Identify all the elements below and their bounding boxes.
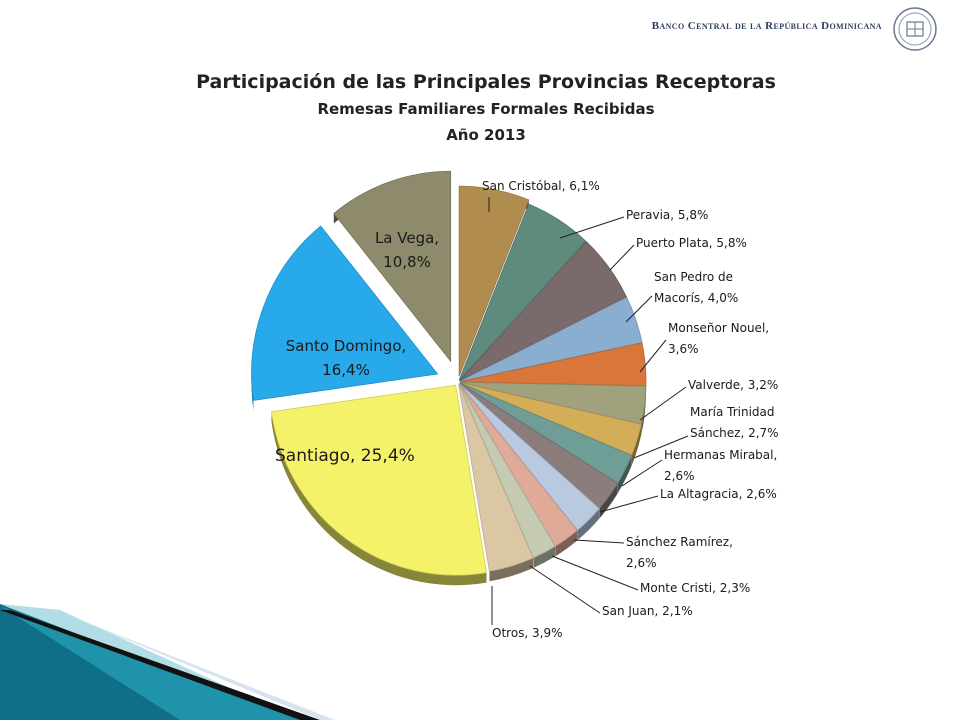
slice-otros <box>458 383 534 572</box>
slice-label-hermanas-mirabal: Hermanas Mirabal, 2,6% <box>664 448 777 483</box>
leader-line <box>639 386 687 421</box>
chart-subtitle: Remesas Familiares Formales Recibidas <box>317 100 655 118</box>
slice-label-peravia: Peravia, 5,8% <box>626 208 708 222</box>
leader-line <box>573 539 625 544</box>
slice-label-santiago: Santiago, 25,4% <box>275 446 415 466</box>
slice-label-otros: Otros, 3,9% <box>492 626 563 640</box>
pie-leader-lines <box>488 197 689 625</box>
leader-line <box>529 565 601 614</box>
leader-line <box>551 555 639 591</box>
leader-line <box>639 339 667 373</box>
slice-la-vega <box>333 170 452 363</box>
slice-label-valverde: Valverde, 3,2% <box>688 378 778 392</box>
slice-label-monse-or-nouel: Monseñor Nouel, 3,6% <box>668 321 769 356</box>
slice-label-la-vega: La Vega, 10,8% <box>375 229 439 271</box>
slice-label-san-pedro-de-macor-s: San Pedro de Macorís, 4,0% <box>654 270 738 305</box>
bank-name-text: Banco Central de la República Dominicana <box>651 20 882 32</box>
slice-puerto-plata <box>459 241 628 382</box>
bank-name: Banco Central de la República Dominicana <box>652 20 882 32</box>
slice-label-s-nchez-ram-rez: Sánchez Ramírez, 2,6% <box>626 535 733 570</box>
slice-monse-or-nouel <box>459 342 647 387</box>
slice-san-crist-bal <box>458 185 530 377</box>
slice-san-pedro-de-macor-s <box>459 296 643 382</box>
leader-line <box>599 495 659 513</box>
slice-santo-domingo <box>251 225 439 401</box>
leader-line <box>625 295 653 323</box>
chart-period: Año 2013 <box>446 126 526 144</box>
slice-label-puerto-plata: Puerto Plata, 5,8% <box>636 236 747 250</box>
bank-seal-icon <box>893 7 937 51</box>
slice-peravia <box>458 203 587 381</box>
slice-label-san-juan: San Juan, 2,1% <box>602 604 693 618</box>
leader-line <box>559 216 625 239</box>
chart-title: Participación de las Principales Provinc… <box>196 71 776 93</box>
slice-label-san-crist-bal: San Cristóbal, 6,1% <box>482 179 600 193</box>
slice-label-santo-domingo: Santo Domingo, 16,4% <box>286 337 407 379</box>
slice-label-la-altagracia: La Altagracia, 2,6% <box>660 487 777 501</box>
chart-titles: Participación de las Principales Provinc… <box>0 68 960 148</box>
slice-label-mar-a-trinidad-s-nchez: María Trinidad Sánchez, 2,7% <box>690 405 779 440</box>
pie-slices <box>251 170 647 576</box>
leader-line <box>609 244 635 271</box>
leader-line <box>621 459 663 487</box>
leader-line <box>633 435 689 459</box>
slice-santiago <box>271 384 487 576</box>
slice-label-monte-cristi: Monte Cristi, 2,3% <box>640 581 750 595</box>
pie-labels: San Cristóbal, 6,1% Peravia, 5,8% Puerto P… <box>275 179 779 640</box>
